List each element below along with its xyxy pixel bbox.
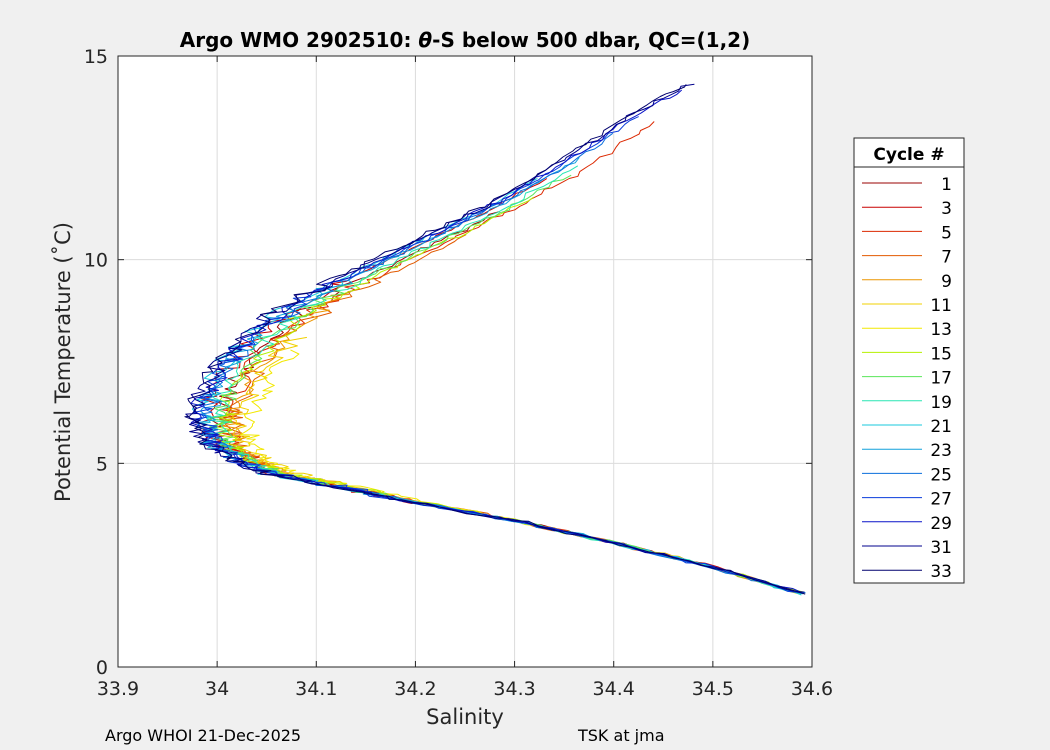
legend-box [853, 137, 965, 584]
legend-title: Cycle # [873, 145, 944, 165]
x-tick-label: 34.6 [791, 678, 833, 700]
title-suffix: -S below 500 dbar, QC=(1,2) [432, 28, 750, 52]
x-tick-label: 34.1 [295, 678, 337, 700]
legend-label: 19 [930, 393, 952, 413]
legend-label: 23 [930, 441, 952, 461]
legend-label: 25 [930, 465, 952, 485]
y-tick-label: 5 [96, 453, 108, 475]
x-tick-label: 34 [205, 678, 229, 700]
legend-label: 3 [941, 199, 952, 219]
series-layer [184, 83, 806, 596]
legend-label: 27 [930, 490, 952, 510]
x-axis-label: Salinity [426, 705, 504, 729]
axis-ticks: 33.9 34 34.1 34.2 34.3 34.4 34.5 34.6 0 5 10 15 [84, 46, 833, 700]
legend-label: 33 [930, 562, 952, 582]
legend-label: 29 [930, 514, 952, 534]
legend-label: 31 [930, 538, 952, 558]
series-cycle-29 [190, 89, 802, 593]
y-tick-label: 0 [96, 657, 108, 679]
legend-label: 5 [941, 223, 952, 243]
y-tick-label: 15 [84, 46, 108, 68]
title-prefix: Argo WMO 2902510: [180, 28, 419, 52]
legend-label: 13 [930, 320, 952, 340]
footer-right: TSK at jma [578, 726, 665, 745]
footer-left: Argo WHOI 21-Dec-2025 [105, 726, 302, 745]
legend-label: 21 [930, 417, 952, 437]
series-cycle-27 [192, 116, 803, 594]
y-tick-label: 10 [84, 250, 108, 272]
chart-title: Argo WMO 2902510: θ-S below 500 dbar, QC… [180, 28, 750, 52]
x-tick-label: 34.5 [692, 678, 734, 700]
legend-label: 17 [930, 369, 952, 389]
x-tick-label: 34.4 [593, 678, 635, 700]
title-theta: θ [418, 28, 432, 52]
legend-label: 1 [941, 175, 952, 195]
x-tick-label: 34.3 [493, 678, 535, 700]
legend-label: 11 [930, 296, 952, 316]
legend-label: 7 [941, 248, 952, 268]
legend-label: 9 [941, 272, 952, 292]
legend-label: 15 [930, 344, 952, 364]
y-axis-label: Potential Temperature (˚C) [51, 222, 75, 502]
plot-frame [117, 55, 813, 668]
x-tick-label: 34.2 [394, 678, 436, 700]
series-cycle-33 [184, 84, 806, 595]
x-tick-label: 33.9 [97, 678, 139, 700]
